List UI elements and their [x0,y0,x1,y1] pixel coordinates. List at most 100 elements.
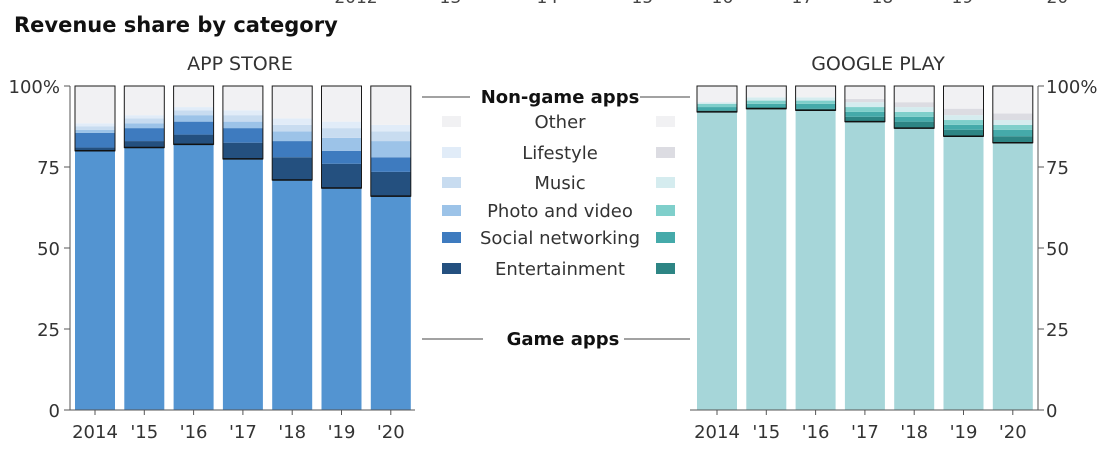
legend-label-entertainment: Entertainment [495,259,625,280]
bar-segment-photo-and-video [272,131,313,142]
legend-swatch-google-play-social-networking [656,232,675,243]
bar-segment-entertainment [795,108,836,111]
bar-segment-lifestyle [321,121,362,129]
bar-segment-game-apps [272,179,313,410]
x-tick-label: '17 [851,422,879,443]
bar-segment-social-networking [795,103,836,109]
bar-segment-photo-and-video [894,111,935,117]
bar-segment-social-networking [943,124,984,130]
bar-segment-other [992,86,1033,114]
bar-segment-game-apps [222,158,263,410]
bar-segment-music [222,115,263,122]
annotations: Non-game apps Game apps [422,87,690,350]
bar-segment-game-apps [75,150,115,411]
bar-segment-entertainment [943,129,984,137]
bar-segment-lifestyle [844,98,885,103]
bar-segment-photo-and-video [173,115,214,122]
bar-segment-social-networking [894,116,935,122]
bar-segment-entertainment [894,121,935,129]
bar-segment-music [124,118,165,124]
x-tick-label: '20 [377,422,405,443]
y-tick-label: 25 [37,320,60,341]
annotation-game-apps: Game apps [507,329,620,350]
legend-swatch-app-store-lifestyle [442,147,461,158]
y-tick-label: 100% [1046,77,1097,98]
bar-segment-other [746,86,787,98]
bar-segment-entertainment [124,141,165,148]
bar-segment-lifestyle [124,115,165,119]
bar-segment-entertainment [173,134,214,145]
bar-segment-game-apps [844,121,885,410]
bar-segment-music [746,97,787,101]
bar-segment-lifestyle [75,123,115,127]
bar-segment-photo-and-video [746,100,787,104]
y-tick-label: 75 [37,158,60,179]
bar-segment-photo-and-video [321,137,362,151]
panel-title-app-store: APP STORE [187,53,293,75]
x-tick-label: 2014 [694,422,740,443]
bar-segment-music [370,131,411,142]
bar-segment-game-apps [992,142,1033,410]
y-tick-label: 25 [1046,320,1069,341]
bar-segment-game-apps [173,144,214,410]
x-tick-label: '16 [180,422,208,443]
bar-segment-other [173,86,214,108]
bar-segment-music [75,126,115,130]
bar-segment-lifestyle [173,107,214,111]
bar-segment-music [943,115,984,121]
legend-swatch-google-play-music [656,177,675,188]
bar-segment-social-networking [222,128,263,143]
bar-segment-social-networking [844,111,885,117]
x-tick-label: 2014 [72,422,118,443]
legend-label-photo-and-video: Photo and video [487,201,633,222]
bar-segment-lifestyle [370,124,411,132]
bar-segment-social-networking [75,132,115,148]
legend-swatch-app-store-social-networking [442,232,461,243]
chart-panels: APP STORE 0 25 50 75 100% 2014 '15 '16 '17 '18 '19 '… [9,53,1098,443]
top-tick-label-3: '15 [627,0,653,8]
bar-segment-entertainment [75,147,115,151]
bar-segment-other [894,86,935,103]
legend-swatch-app-store-entertainment [442,263,461,274]
legend-swatch-app-store-music [442,177,461,188]
bar-segment-social-networking [321,150,362,164]
y-tick-label: 50 [1046,239,1069,260]
legend-swatch-app-store-photo-and-video [442,205,461,216]
bar-segment-social-networking [746,103,787,108]
bar-segment-other [321,86,362,122]
y-tick-label: 100% [9,77,60,98]
y-tick-label: 0 [1046,401,1057,422]
legend-label-lifestyle: Lifestyle [522,143,598,164]
bar-segment-other [370,86,411,125]
top-tick-label-8: '20 [1042,0,1068,8]
x-tick-label: '16 [802,422,830,443]
bar-segment-social-networking [173,121,214,135]
top-tick-label-5: '17 [787,0,813,8]
annotation-non-game-apps: Non-game apps [481,87,640,108]
x-tick-label: '18 [900,422,928,443]
bar-segment-game-apps [894,128,935,410]
bar-segment-photo-and-video [124,123,165,129]
bar-segment-music [321,128,362,138]
bar-segment-other [75,86,115,124]
legend-swatch-google-play-lifestyle [656,147,675,158]
bar-segment-game-apps [943,136,984,410]
x-tick-label: '19 [328,422,356,443]
bar-segment-entertainment [370,171,411,197]
bar-segment-music [272,124,313,132]
bar-segment-other [222,86,263,111]
top-tick-label-2: '14 [532,0,558,8]
bar-segment-lifestyle [894,102,935,108]
bar-segment-game-apps [321,188,362,410]
x-tick-label: '19 [950,422,978,443]
bar-segment-other [124,86,165,116]
bar-segment-lifestyle [943,108,984,116]
bar-segment-game-apps [124,147,165,410]
top-tick-label-0: 2012 [334,0,377,8]
x-tick-label: '18 [278,422,306,443]
bar-segment-music [844,102,885,108]
bar-segment-entertainment [746,107,787,109]
legend-label-social-networking: Social networking [480,228,640,249]
legend-swatch-app-store-other [442,116,461,127]
